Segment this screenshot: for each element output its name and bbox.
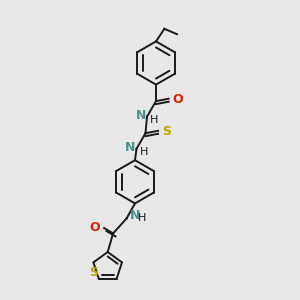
Text: H: H bbox=[138, 213, 146, 224]
Text: O: O bbox=[90, 221, 100, 234]
Text: O: O bbox=[172, 93, 183, 106]
Text: N: N bbox=[130, 209, 141, 223]
Text: N: N bbox=[125, 141, 135, 154]
Text: N: N bbox=[135, 109, 146, 122]
Text: S: S bbox=[162, 125, 171, 138]
Text: H: H bbox=[140, 147, 148, 158]
Text: H: H bbox=[150, 115, 158, 125]
Text: S: S bbox=[89, 266, 98, 279]
